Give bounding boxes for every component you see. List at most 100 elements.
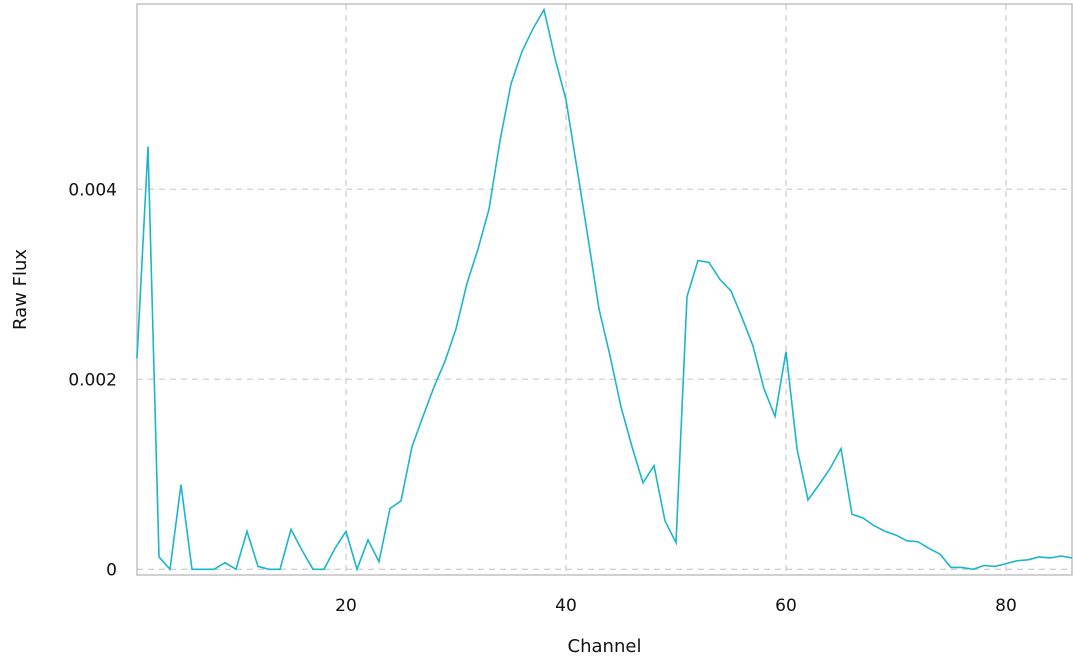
data-point: [279, 568, 281, 570]
data-point: [1049, 557, 1051, 559]
data-point: [367, 539, 369, 541]
data-point: [136, 357, 138, 359]
data-point: [565, 99, 567, 101]
data-point: [862, 517, 864, 519]
data-point: [554, 57, 556, 59]
data-point: [763, 388, 765, 390]
x-tick-label: 80: [995, 596, 1017, 616]
data-point: [752, 345, 754, 347]
data-point: [532, 28, 534, 30]
data-point: [697, 259, 699, 261]
data-point: [323, 568, 325, 570]
data-point: [719, 278, 721, 280]
data-point: [246, 530, 248, 532]
gridlines: [137, 4, 1072, 575]
data-point: [587, 237, 589, 239]
data-point: [191, 568, 193, 570]
y-axis-title: Raw Flux: [10, 249, 31, 330]
data-point: [686, 295, 688, 297]
data-point: [400, 500, 402, 502]
data-point: [466, 282, 468, 284]
data-point: [785, 351, 787, 353]
data-point: [235, 568, 237, 570]
data-point: [950, 566, 952, 568]
data-points: [136, 9, 1073, 571]
data-point: [345, 530, 347, 532]
x-tick-label: 20: [335, 596, 357, 616]
data-point: [290, 528, 292, 530]
data-point: [664, 520, 666, 522]
data-point: [796, 447, 798, 449]
data-point: [851, 513, 853, 515]
data-point: [1016, 560, 1018, 562]
data-point: [169, 568, 171, 570]
data-point: [378, 560, 380, 562]
data-point: [510, 83, 512, 85]
data-point: [653, 465, 655, 467]
data-point: [213, 568, 215, 570]
data-point: [147, 145, 149, 147]
data-point: [180, 484, 182, 486]
x-tick-label: 40: [555, 596, 577, 616]
data-point: [631, 446, 633, 448]
data-point: [829, 467, 831, 469]
data-point: [301, 549, 303, 551]
data-point: [675, 541, 677, 543]
data-point: [334, 547, 336, 549]
data-point: [620, 406, 622, 408]
data-point: [1005, 562, 1007, 564]
y-tick-label: 0.002: [68, 370, 117, 390]
data-point: [609, 354, 611, 356]
data-point: [807, 499, 809, 501]
x-axis-ticks: 20 40 60 80: [335, 596, 1017, 616]
data-point: [928, 547, 930, 549]
x-tick-label: 60: [775, 596, 797, 616]
y-tick-label: 0: [106, 560, 117, 580]
data-point: [906, 540, 908, 542]
data-point: [224, 561, 226, 563]
series-line: [136, 7, 1073, 572]
data-point: [994, 565, 996, 567]
data-point: [499, 140, 501, 142]
data-point: [730, 290, 732, 292]
data-point: [576, 167, 578, 169]
data-point: [884, 530, 886, 532]
data-point: [939, 553, 941, 555]
data-point: [598, 308, 600, 310]
data-point: [356, 568, 358, 570]
data-point: [873, 524, 875, 526]
data-point: [202, 568, 204, 570]
data-point: [1027, 559, 1029, 561]
data-point: [158, 556, 160, 558]
data-point: [972, 568, 974, 570]
data-point: [741, 316, 743, 318]
data-point: [708, 261, 710, 263]
data-point: [840, 447, 842, 449]
data-point: [895, 534, 897, 536]
data-point: [521, 50, 523, 52]
data-point: [488, 208, 490, 210]
data-point: [961, 566, 963, 568]
data-point: [543, 9, 545, 11]
data-point: [444, 360, 446, 362]
data-point: [818, 484, 820, 486]
data-point: [312, 568, 314, 570]
y-tick-label: 0.004: [68, 180, 117, 200]
y-axis-ticks: 0 0.002 0.004: [68, 180, 117, 580]
data-point: [257, 565, 259, 567]
data-point: [411, 446, 413, 448]
data-point: [983, 564, 985, 566]
data-point: [642, 482, 644, 484]
data-point: [917, 541, 919, 543]
data-point: [455, 328, 457, 330]
plot-frame: [136, 3, 1073, 576]
data-point: [433, 386, 435, 388]
data-point: [1038, 556, 1040, 558]
data-point: [268, 568, 270, 570]
data-point: [422, 415, 424, 417]
data-point: [477, 248, 479, 250]
data-point: [1060, 555, 1062, 557]
data-point: [389, 507, 391, 509]
